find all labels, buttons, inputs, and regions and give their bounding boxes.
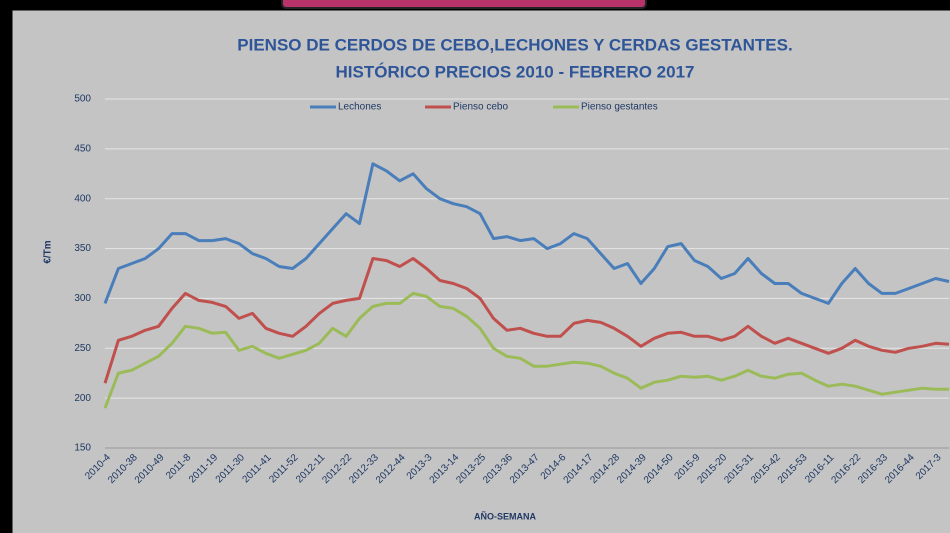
legend-label: Pienso cebo bbox=[453, 102, 508, 113]
top-tab bbox=[281, 0, 647, 9]
x-axis-label: AÑO-SEMANA bbox=[474, 511, 536, 521]
y-axis-label: €/Tm bbox=[43, 240, 54, 263]
chart-panel bbox=[11, 9, 950, 533]
y-tick-label: 450 bbox=[74, 143, 91, 154]
chart-title: PIENSO DE CERDOS DE CEBO,LECHONES Y CERD… bbox=[237, 35, 792, 54]
y-tick-label: 200 bbox=[74, 393, 91, 404]
y-tick-label: 400 bbox=[74, 193, 91, 204]
y-tick-label: 500 bbox=[74, 94, 91, 105]
series-line bbox=[103, 291, 949, 409]
y-tick-label: 150 bbox=[74, 443, 91, 454]
y-tick-label: 350 bbox=[74, 243, 91, 254]
legend-label: Pienso gestantes bbox=[581, 102, 658, 113]
series-line bbox=[103, 162, 950, 305]
y-tick-label: 250 bbox=[74, 343, 91, 354]
chart-title: HISTÓRICO PRECIOS 2010 - FEBRERO 2017 bbox=[336, 62, 695, 81]
legend-label: Lechones bbox=[338, 102, 381, 113]
series-line bbox=[103, 257, 950, 384]
y-tick-label: 300 bbox=[74, 293, 91, 304]
